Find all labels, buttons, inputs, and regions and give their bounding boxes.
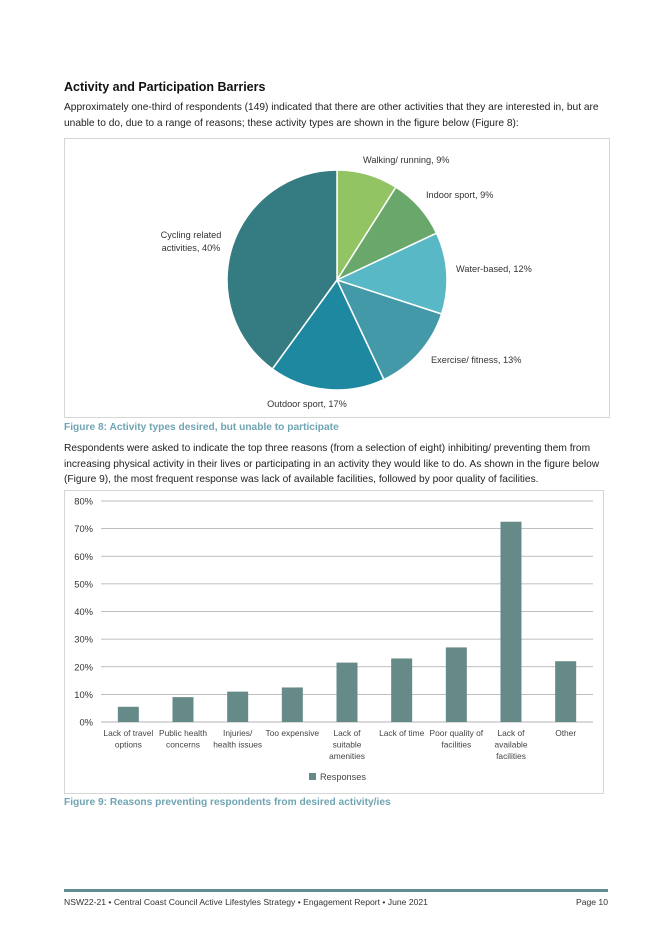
- bar-lack-of-available-facilities: [500, 521, 522, 722]
- pie-label-cycling-line1: Cycling related: [161, 230, 222, 240]
- bar-poor-quality-of-facilities: [445, 647, 467, 722]
- x-tick-label: amenities: [329, 751, 365, 761]
- y-tick-label: 80%: [74, 496, 93, 507]
- figure-8-caption: Figure 8: Activity types desired, but un…: [64, 422, 339, 433]
- section-title: Activity and Participation Barriers: [64, 80, 266, 94]
- pie-label-outdoor: Outdoor sport, 17%: [267, 399, 347, 409]
- x-tick-label: Other: [555, 728, 576, 738]
- y-tick-label: 30%: [74, 634, 93, 645]
- bar-too-expensive: [281, 687, 303, 722]
- x-tick-label: Lack of time: [379, 728, 424, 738]
- bar-lack-of-travel-options: [117, 706, 139, 722]
- x-tick-label: Injuries/: [223, 728, 253, 738]
- pie-slice-exercise-fitness: [335, 278, 443, 381]
- pie-slice-outdoor-sport: [271, 278, 385, 391]
- legend-swatch: [309, 773, 316, 780]
- footer-text: NSW22-21 • Central Coast Council Active …: [64, 897, 428, 907]
- reasons-paragraph: Respondents were asked to indicate the t…: [64, 443, 600, 485]
- x-tick-label: Lack of: [497, 728, 525, 738]
- x-tick-label: Lack of: [333, 728, 361, 738]
- pie-label-indoor: Indoor sport, 9%: [426, 190, 493, 200]
- x-tick-label: health issues: [213, 740, 262, 750]
- y-tick-label: 0%: [79, 717, 93, 728]
- y-tick-label: 20%: [74, 661, 93, 672]
- x-tick-label: available: [494, 740, 527, 750]
- x-tick-label: facilities: [441, 740, 471, 750]
- footer-rule: [64, 889, 608, 892]
- bar-public-health-concerns: [172, 697, 194, 722]
- x-tick-label: options: [115, 740, 142, 750]
- pie-chart: Walking/ running, 9% Indoor sport, 9% Wa…: [161, 155, 532, 409]
- pie-label-exercise: Exercise/ fitness, 13%: [431, 355, 521, 365]
- legend-label: Responses: [320, 772, 366, 782]
- y-tick-label: 10%: [74, 689, 93, 700]
- pie-label-water: Water-based, 12%: [456, 264, 532, 274]
- x-tick-label: concerns: [166, 740, 200, 750]
- figure-9-caption: Figure 9: Reasons preventing respondents…: [64, 797, 391, 808]
- x-tick-label: Poor quality of: [430, 728, 484, 738]
- page-number: Page 10: [575, 897, 608, 907]
- intro-paragraph: Approximately one-third of respondents (…: [64, 102, 599, 129]
- x-tick-label: suitable: [333, 740, 362, 750]
- pie-label-walking: Walking/ running, 9%: [363, 155, 449, 165]
- y-tick-label: 50%: [74, 578, 93, 589]
- bar-other: [555, 661, 577, 722]
- figure-9-box: 0% 10% 20% 30% 40% 50% 60% 70% 80% Lack of trave…: [64, 490, 604, 794]
- bar-chart: 0% 10% 20% 30% 40% 50% 60% 70% 80% Lack of trave…: [74, 496, 593, 782]
- x-tick-label: Public health: [159, 728, 207, 738]
- x-tick-label: Lack of travel: [103, 728, 153, 738]
- y-tick-label: 60%: [74, 551, 93, 562]
- pie-label-cycling-line2: activities, 40%: [162, 243, 221, 253]
- y-tick-label: 70%: [74, 523, 93, 534]
- bar-lack-of-time: [391, 658, 413, 722]
- pie-slice-water-based: [334, 232, 448, 315]
- bar-injuries-health-issues: [227, 691, 249, 722]
- figure-8-box: Walking/ running, 9% Indoor sport, 9% Wa…: [64, 138, 610, 418]
- x-tick-label: facilities: [496, 751, 526, 761]
- bar-lack-of-suitable-amenities: [336, 662, 358, 722]
- pie-slice-cycling-related-activities: [226, 169, 338, 371]
- x-tick-label: Too expensive: [266, 728, 320, 738]
- y-tick-label: 40%: [74, 606, 93, 617]
